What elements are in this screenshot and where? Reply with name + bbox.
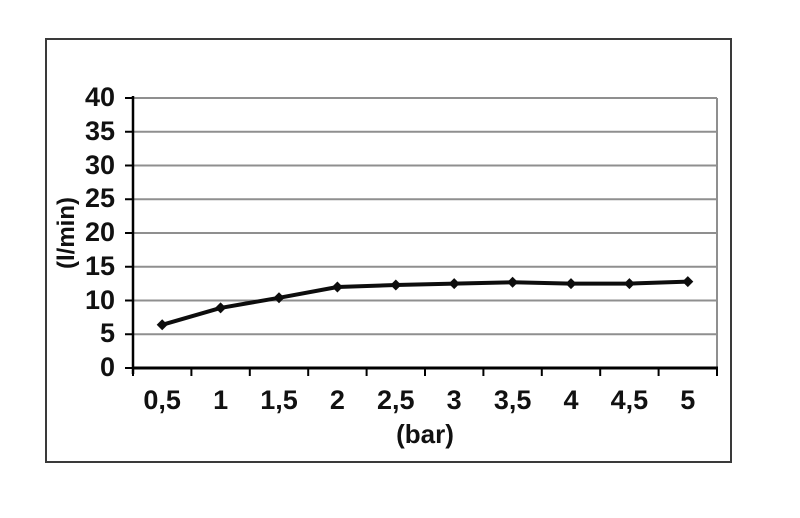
x-tick-label: 1 [213,385,229,415]
x-tick-label: 3 [446,385,462,415]
y-axis-title: (l/min) [53,197,80,269]
y-tick-label: 40 [84,82,115,112]
y-tick-label: 10 [84,284,115,315]
y-tick-label: 15 [84,250,115,281]
x-tick-label: 4,5 [610,385,649,415]
x-tick-label: 5 [680,385,696,415]
x-tick-label: 2 [329,385,345,415]
x-tick-label: 0,5 [143,385,181,415]
y-tick-label: 25 [84,183,115,214]
y-tick-label: 0 [99,352,115,382]
x-tick-label: 1,5 [260,385,298,415]
y-tick-label: 30 [84,149,115,180]
x-tick-label: 3,5 [493,385,532,415]
x-axis-title: (bar) [396,419,454,449]
y-tick-label: 5 [99,318,115,349]
x-tick-label: 4 [563,385,579,415]
x-tick-label: 2,5 [377,385,415,415]
chart-outer-border [45,38,732,463]
y-tick-label: 20 [84,217,115,247]
y-tick-label: 35 [84,115,115,146]
